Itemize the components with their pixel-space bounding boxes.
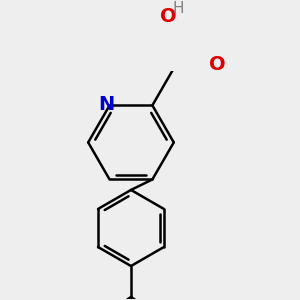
Text: O: O [160, 7, 176, 26]
Text: H: H [173, 2, 184, 16]
Text: O: O [209, 55, 226, 74]
Text: N: N [99, 95, 115, 114]
